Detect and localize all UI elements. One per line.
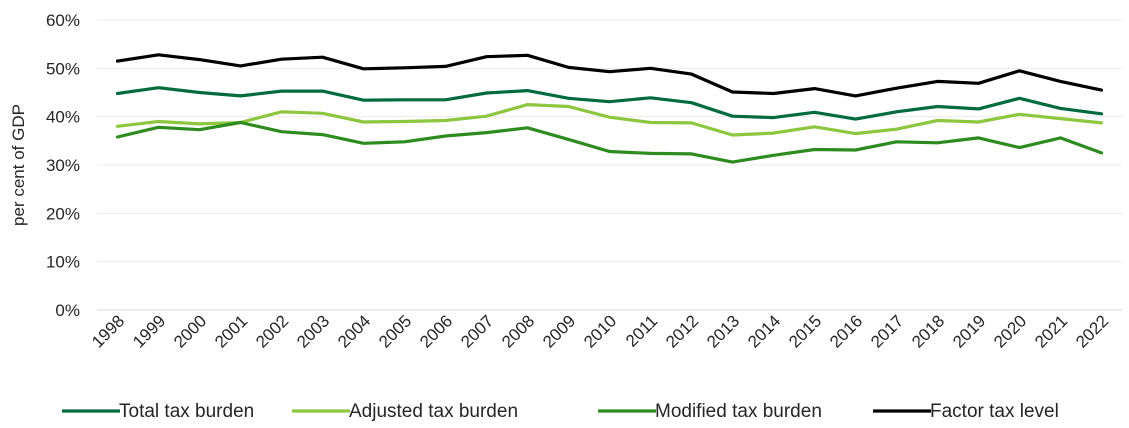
x-tick-label: 2003 <box>293 311 333 351</box>
x-tick-label: 2017 <box>867 311 907 351</box>
x-tick-label: 2010 <box>580 311 620 351</box>
x-tick-label: 2016 <box>826 311 866 351</box>
x-tick-label: 2007 <box>457 311 497 351</box>
y-tick-label: 40% <box>46 108 80 127</box>
series-line-2 <box>115 102 1104 137</box>
legend-label: Factor tax level <box>930 401 1059 422</box>
series-lines <box>115 53 1104 164</box>
y-tick-label: 30% <box>46 156 80 175</box>
y-tick-label: 60% <box>46 11 80 30</box>
x-tick-label: 2006 <box>416 311 456 351</box>
x-tick-label: 2012 <box>662 311 702 351</box>
x-tick-label: 1999 <box>129 311 169 351</box>
x-tick-label: 2004 <box>334 311 374 351</box>
x-tick-label: 2000 <box>170 311 210 351</box>
x-tick-label: 2005 <box>375 311 415 351</box>
x-axis-ticks: 1998 1999 2000 2001 2002 2003 2004 2005 2006 2007… <box>88 311 1112 351</box>
x-tick-label: 2015 <box>785 311 825 351</box>
x-tick-label: 2014 <box>744 311 784 351</box>
x-tick-label: 2002 <box>252 311 292 351</box>
x-tick-label: 2018 <box>908 311 948 351</box>
legend-label: Adjusted tax burden <box>349 401 518 422</box>
legend-item: Modified tax burden <box>598 401 822 422</box>
x-tick-label: 2011 <box>622 311 661 350</box>
x-tick-label: 2008 <box>498 311 538 351</box>
series-line-3 <box>115 120 1104 164</box>
y-tick-label: 10% <box>46 253 80 272</box>
y-tick-label: 0% <box>55 301 80 320</box>
x-tick-label: 2019 <box>949 311 989 351</box>
series-line-1 <box>115 86 1104 121</box>
y-tick-label: 50% <box>46 59 80 78</box>
x-tick-label: 2020 <box>990 311 1030 351</box>
legend-item: Adjusted tax burden <box>292 401 518 422</box>
x-tick-label: 2021 <box>1031 311 1071 351</box>
legend-item: Factor tax level <box>873 401 1059 422</box>
y-axis-ticks: 0% 10% 20% 30% 40% 50% 60% <box>46 11 80 320</box>
legend: Total tax burden Adjusted tax burden Modif… <box>62 401 1059 422</box>
x-tick-label: 1998 <box>88 311 128 351</box>
y-tick-label: 20% <box>46 204 80 223</box>
x-tick-label: 2009 <box>539 311 579 351</box>
legend-label: Total tax burden <box>119 401 254 422</box>
legend-item: Total tax burden <box>62 401 254 422</box>
gridlines <box>97 19 1122 263</box>
series-line-4 <box>115 53 1104 98</box>
x-tick-label: 2001 <box>211 311 251 351</box>
legend-label: Modified tax burden <box>655 401 822 422</box>
x-tick-label: 2022 <box>1072 311 1112 351</box>
y-axis-title: per cent of GDP <box>9 104 28 226</box>
x-tick-label: 2013 <box>703 311 743 351</box>
